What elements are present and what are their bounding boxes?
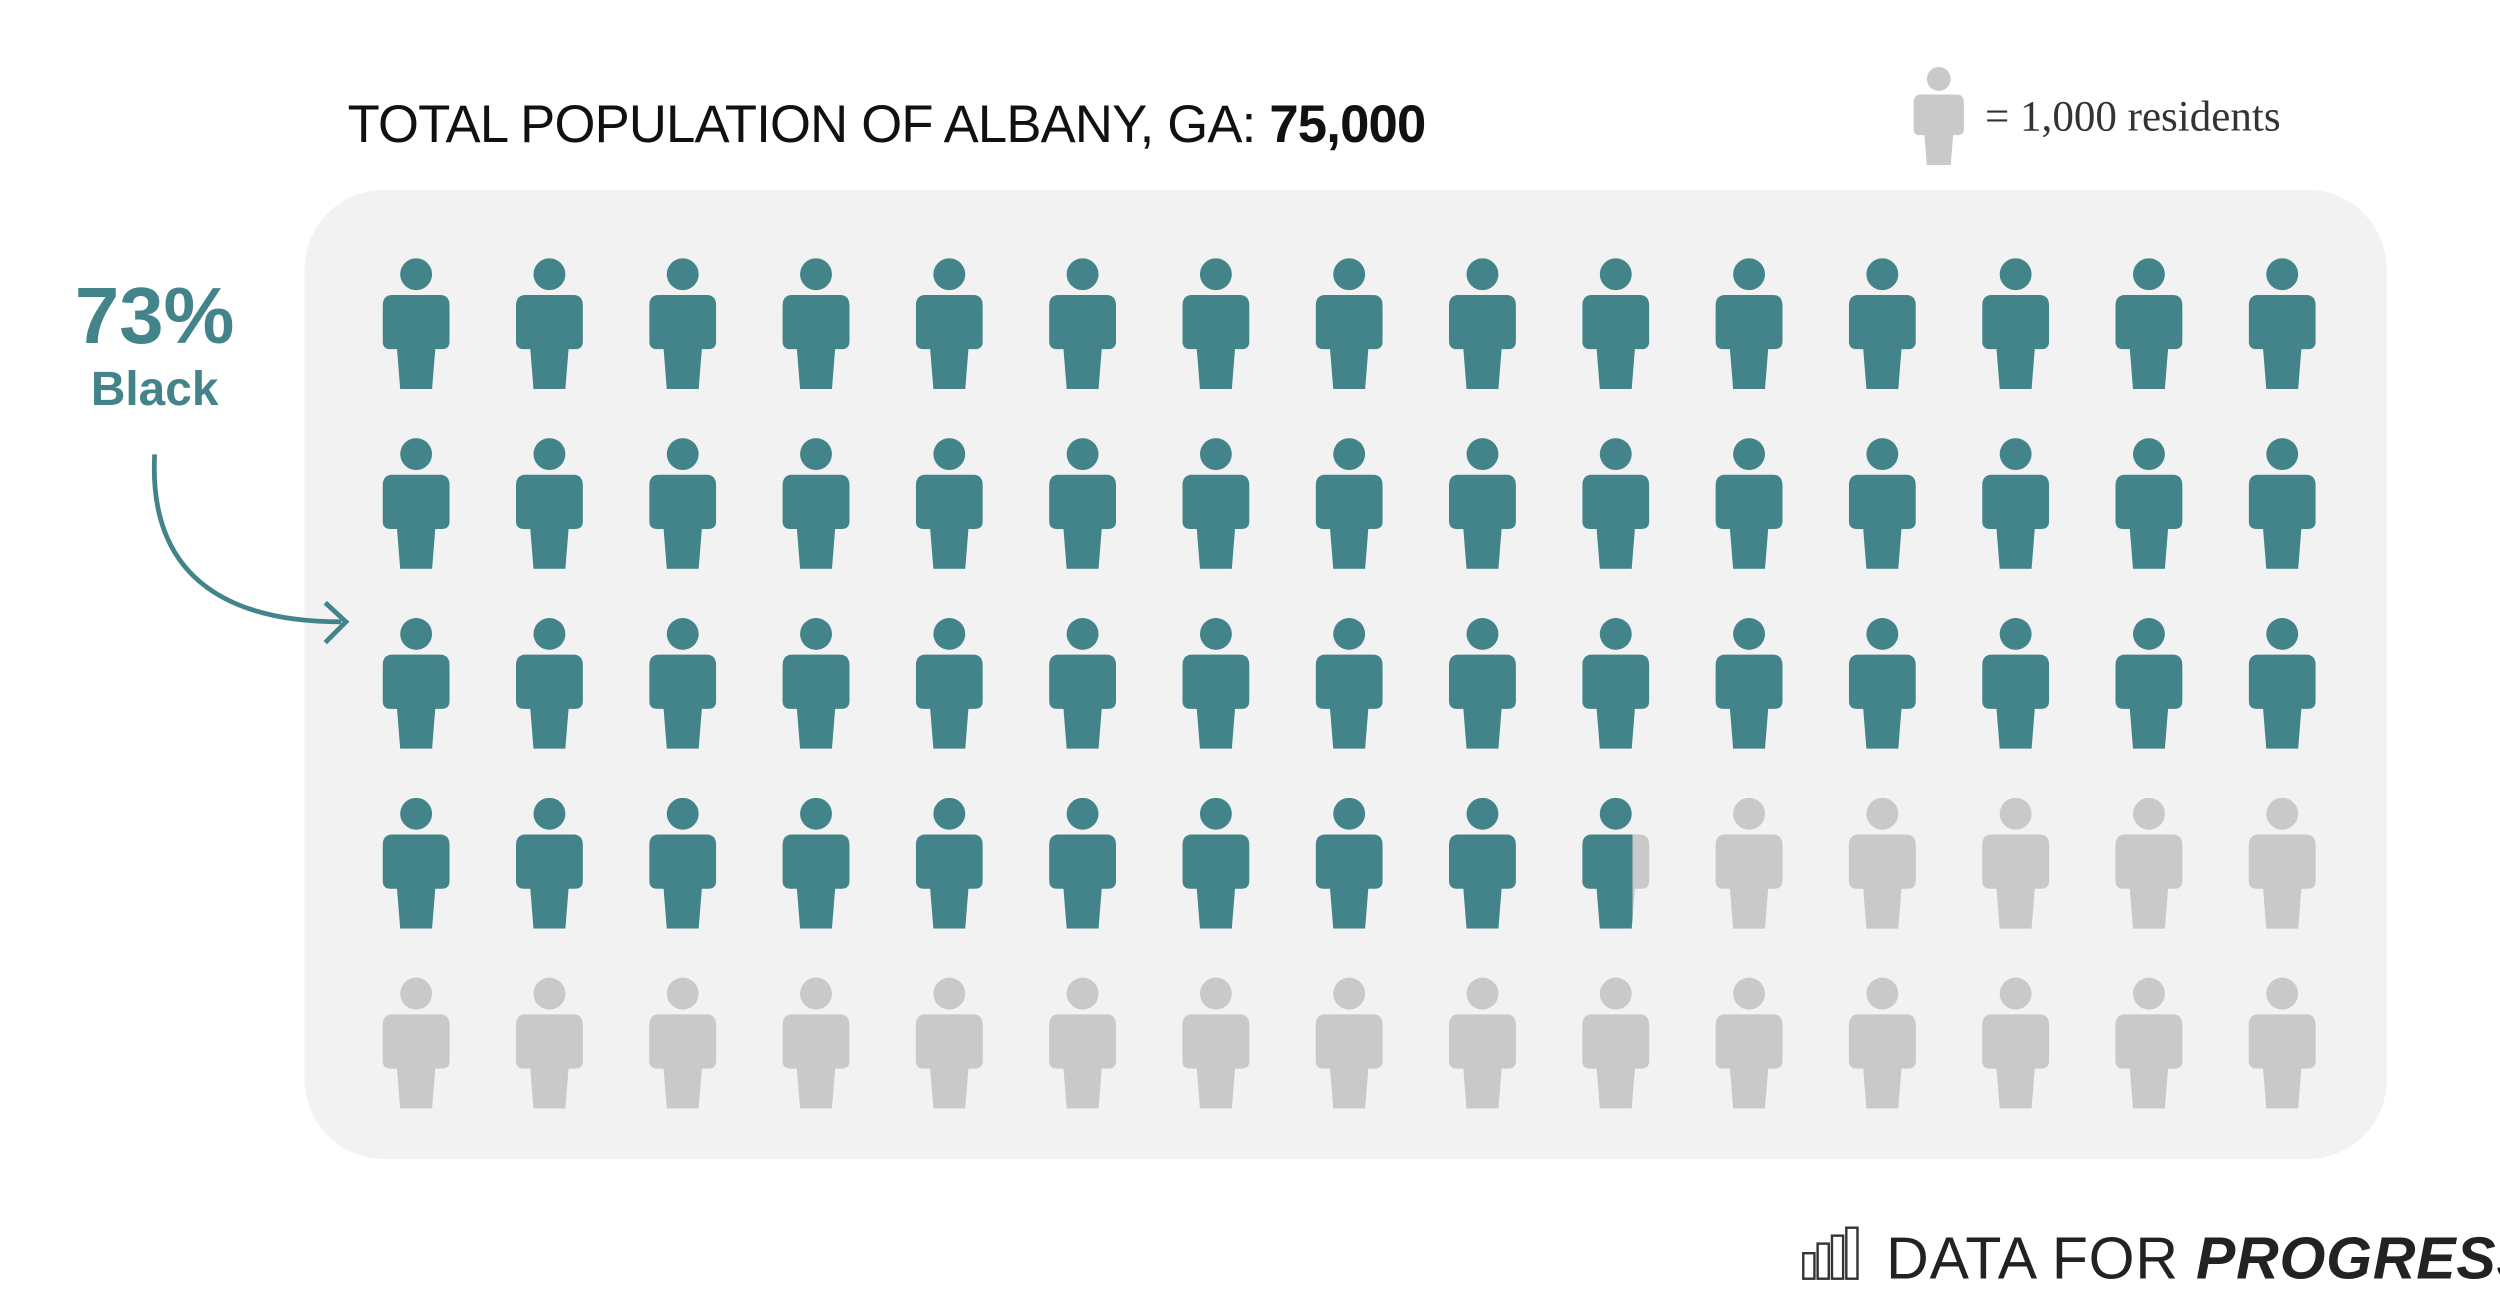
brand: DATA FOR PROGRESS	[1886, 1226, 2500, 1292]
share-name: Black	[91, 363, 219, 416]
share-label: 73%	[75, 271, 235, 360]
canvas: TOTAL POPULATION OF ALBANY, GA: 75,000 =…	[75, 66, 2500, 1292]
brand-text: PROGRESS	[2196, 1226, 2500, 1292]
legend: = 1,000 residents	[1913, 66, 2281, 166]
chart-title: TOTAL POPULATION OF ALBANY, GA: 75,000	[348, 95, 1426, 154]
arrow	[151, 454, 342, 625]
legend-icon	[1913, 66, 1964, 166]
arrow-head	[323, 600, 350, 645]
brand-logo	[1802, 1226, 1859, 1280]
legend-label: = 1,000 residents	[1985, 94, 2281, 141]
title-text: TOTAL POPULATION OF ALBANY, GA:	[348, 95, 1256, 154]
brand-text: DATA FOR	[1886, 1226, 2179, 1292]
total-label: 75,000	[1269, 95, 1425, 154]
